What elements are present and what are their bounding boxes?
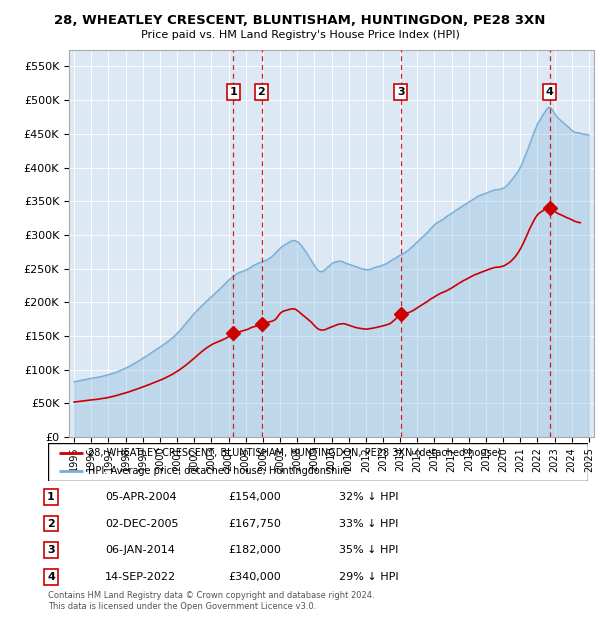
Text: £182,000: £182,000 bbox=[228, 545, 281, 556]
Text: 2: 2 bbox=[47, 518, 55, 529]
Text: 3: 3 bbox=[47, 545, 55, 556]
Text: 28, WHEATLEY CRESCENT, BLUNTISHAM, HUNTINGDON, PE28 3XN: 28, WHEATLEY CRESCENT, BLUNTISHAM, HUNTI… bbox=[55, 14, 545, 27]
Text: 02-DEC-2005: 02-DEC-2005 bbox=[105, 518, 179, 529]
Text: 32% ↓ HPI: 32% ↓ HPI bbox=[339, 492, 398, 502]
Text: 1: 1 bbox=[229, 87, 237, 97]
Text: 1: 1 bbox=[47, 492, 55, 502]
Text: Price paid vs. HM Land Registry's House Price Index (HPI): Price paid vs. HM Land Registry's House … bbox=[140, 30, 460, 40]
Text: £340,000: £340,000 bbox=[228, 572, 281, 582]
Text: 35% ↓ HPI: 35% ↓ HPI bbox=[339, 545, 398, 556]
Text: £167,750: £167,750 bbox=[228, 518, 281, 529]
Text: 4: 4 bbox=[47, 572, 55, 582]
Text: 33% ↓ HPI: 33% ↓ HPI bbox=[339, 518, 398, 529]
Text: £154,000: £154,000 bbox=[228, 492, 281, 502]
Text: 29% ↓ HPI: 29% ↓ HPI bbox=[339, 572, 398, 582]
Text: 28, WHEATLEY CRESCENT, BLUNTISHAM, HUNTINGDON, PE28 3XN (detached house): 28, WHEATLEY CRESCENT, BLUNTISHAM, HUNTI… bbox=[89, 448, 502, 458]
Text: 4: 4 bbox=[545, 87, 554, 97]
Text: 14-SEP-2022: 14-SEP-2022 bbox=[105, 572, 176, 582]
Text: 2: 2 bbox=[257, 87, 265, 97]
Text: 06-JAN-2014: 06-JAN-2014 bbox=[105, 545, 175, 556]
Text: Contains HM Land Registry data © Crown copyright and database right 2024.
This d: Contains HM Land Registry data © Crown c… bbox=[48, 591, 374, 611]
Text: HPI: Average price, detached house, Huntingdonshire: HPI: Average price, detached house, Hunt… bbox=[89, 466, 350, 476]
Text: 3: 3 bbox=[397, 87, 404, 97]
Text: 05-APR-2004: 05-APR-2004 bbox=[105, 492, 176, 502]
